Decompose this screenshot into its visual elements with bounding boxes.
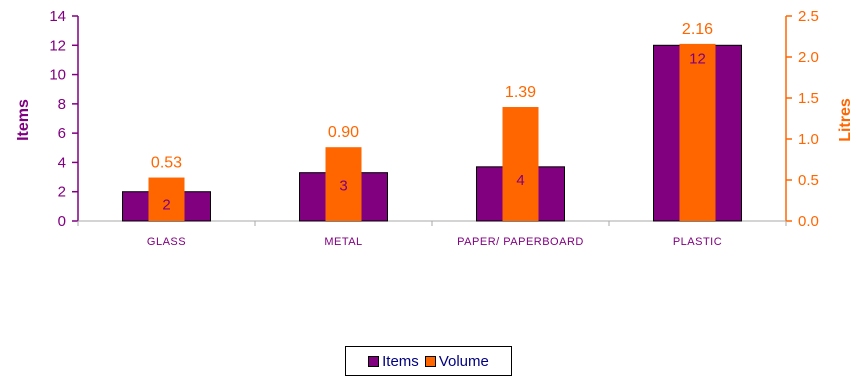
y-tick-label-left: 8 — [58, 96, 66, 113]
plot-area: 0 2 4 6 8 10 12 14 0.0 0.5 1.0 1.5 2.0 2.5 0.53 2 GLASS 0… — [49, 8, 819, 248]
legend-label-items: Items — [382, 352, 419, 370]
y-tick-label-left: 4 — [58, 154, 66, 171]
legend: Items Volume — [345, 346, 512, 376]
x-tick-label: GLASS — [147, 236, 186, 248]
legend-swatch-volume — [424, 355, 436, 367]
bar-volume — [325, 147, 362, 221]
data-label-items: 2 — [162, 197, 170, 214]
bar-volume — [679, 43, 716, 221]
y-tick-label-right: 2.0 — [798, 49, 819, 66]
y-tick-label-right: 0.0 — [798, 213, 819, 230]
data-label-volume: 2.16 — [682, 21, 713, 38]
x-tick-label: METAL — [324, 236, 362, 248]
bar-volume — [502, 107, 539, 221]
data-label-items: 4 — [516, 172, 524, 189]
y-tick-label-left: 10 — [49, 67, 66, 84]
data-label-volume: 0.53 — [151, 155, 182, 172]
legend-swatch-items — [368, 355, 380, 367]
y-axis-title-right: Litres — [837, 98, 854, 142]
y-tick-label-left: 6 — [58, 125, 66, 142]
data-label-volume: 1.39 — [505, 84, 536, 101]
chart-canvas: Items Litres 0 2 4 6 8 10 12 14 0.0 0.5 1.0 1.5 2.0 2… — [15, 8, 854, 248]
y-tick-label-left: 12 — [49, 37, 66, 54]
data-label-items: 12 — [689, 50, 706, 67]
y-tick-label-right: 1.5 — [798, 90, 819, 107]
legend-label-volume: Volume — [438, 352, 489, 370]
bar-volume — [148, 177, 185, 221]
y-tick-label-left: 14 — [49, 8, 66, 25]
y-axis-title-left: Items — [15, 99, 32, 141]
legend-item-items: Items — [368, 353, 419, 370]
y-tick-label-right: 0.5 — [798, 172, 819, 189]
y-tick-label-left: 0 — [58, 213, 66, 230]
y-tick-label-right: 2.5 — [798, 8, 819, 25]
y-tick-label-left: 2 — [58, 184, 66, 201]
x-tick-label: PLASTIC — [673, 236, 722, 248]
y-tick-label-right: 1.0 — [798, 131, 819, 148]
legend-item-volume: Volume — [424, 352, 489, 370]
data-label-items: 3 — [339, 178, 347, 195]
data-label-volume: 0.90 — [328, 124, 359, 141]
x-tick-label: PAPER/ PAPERBOARD — [457, 236, 584, 248]
